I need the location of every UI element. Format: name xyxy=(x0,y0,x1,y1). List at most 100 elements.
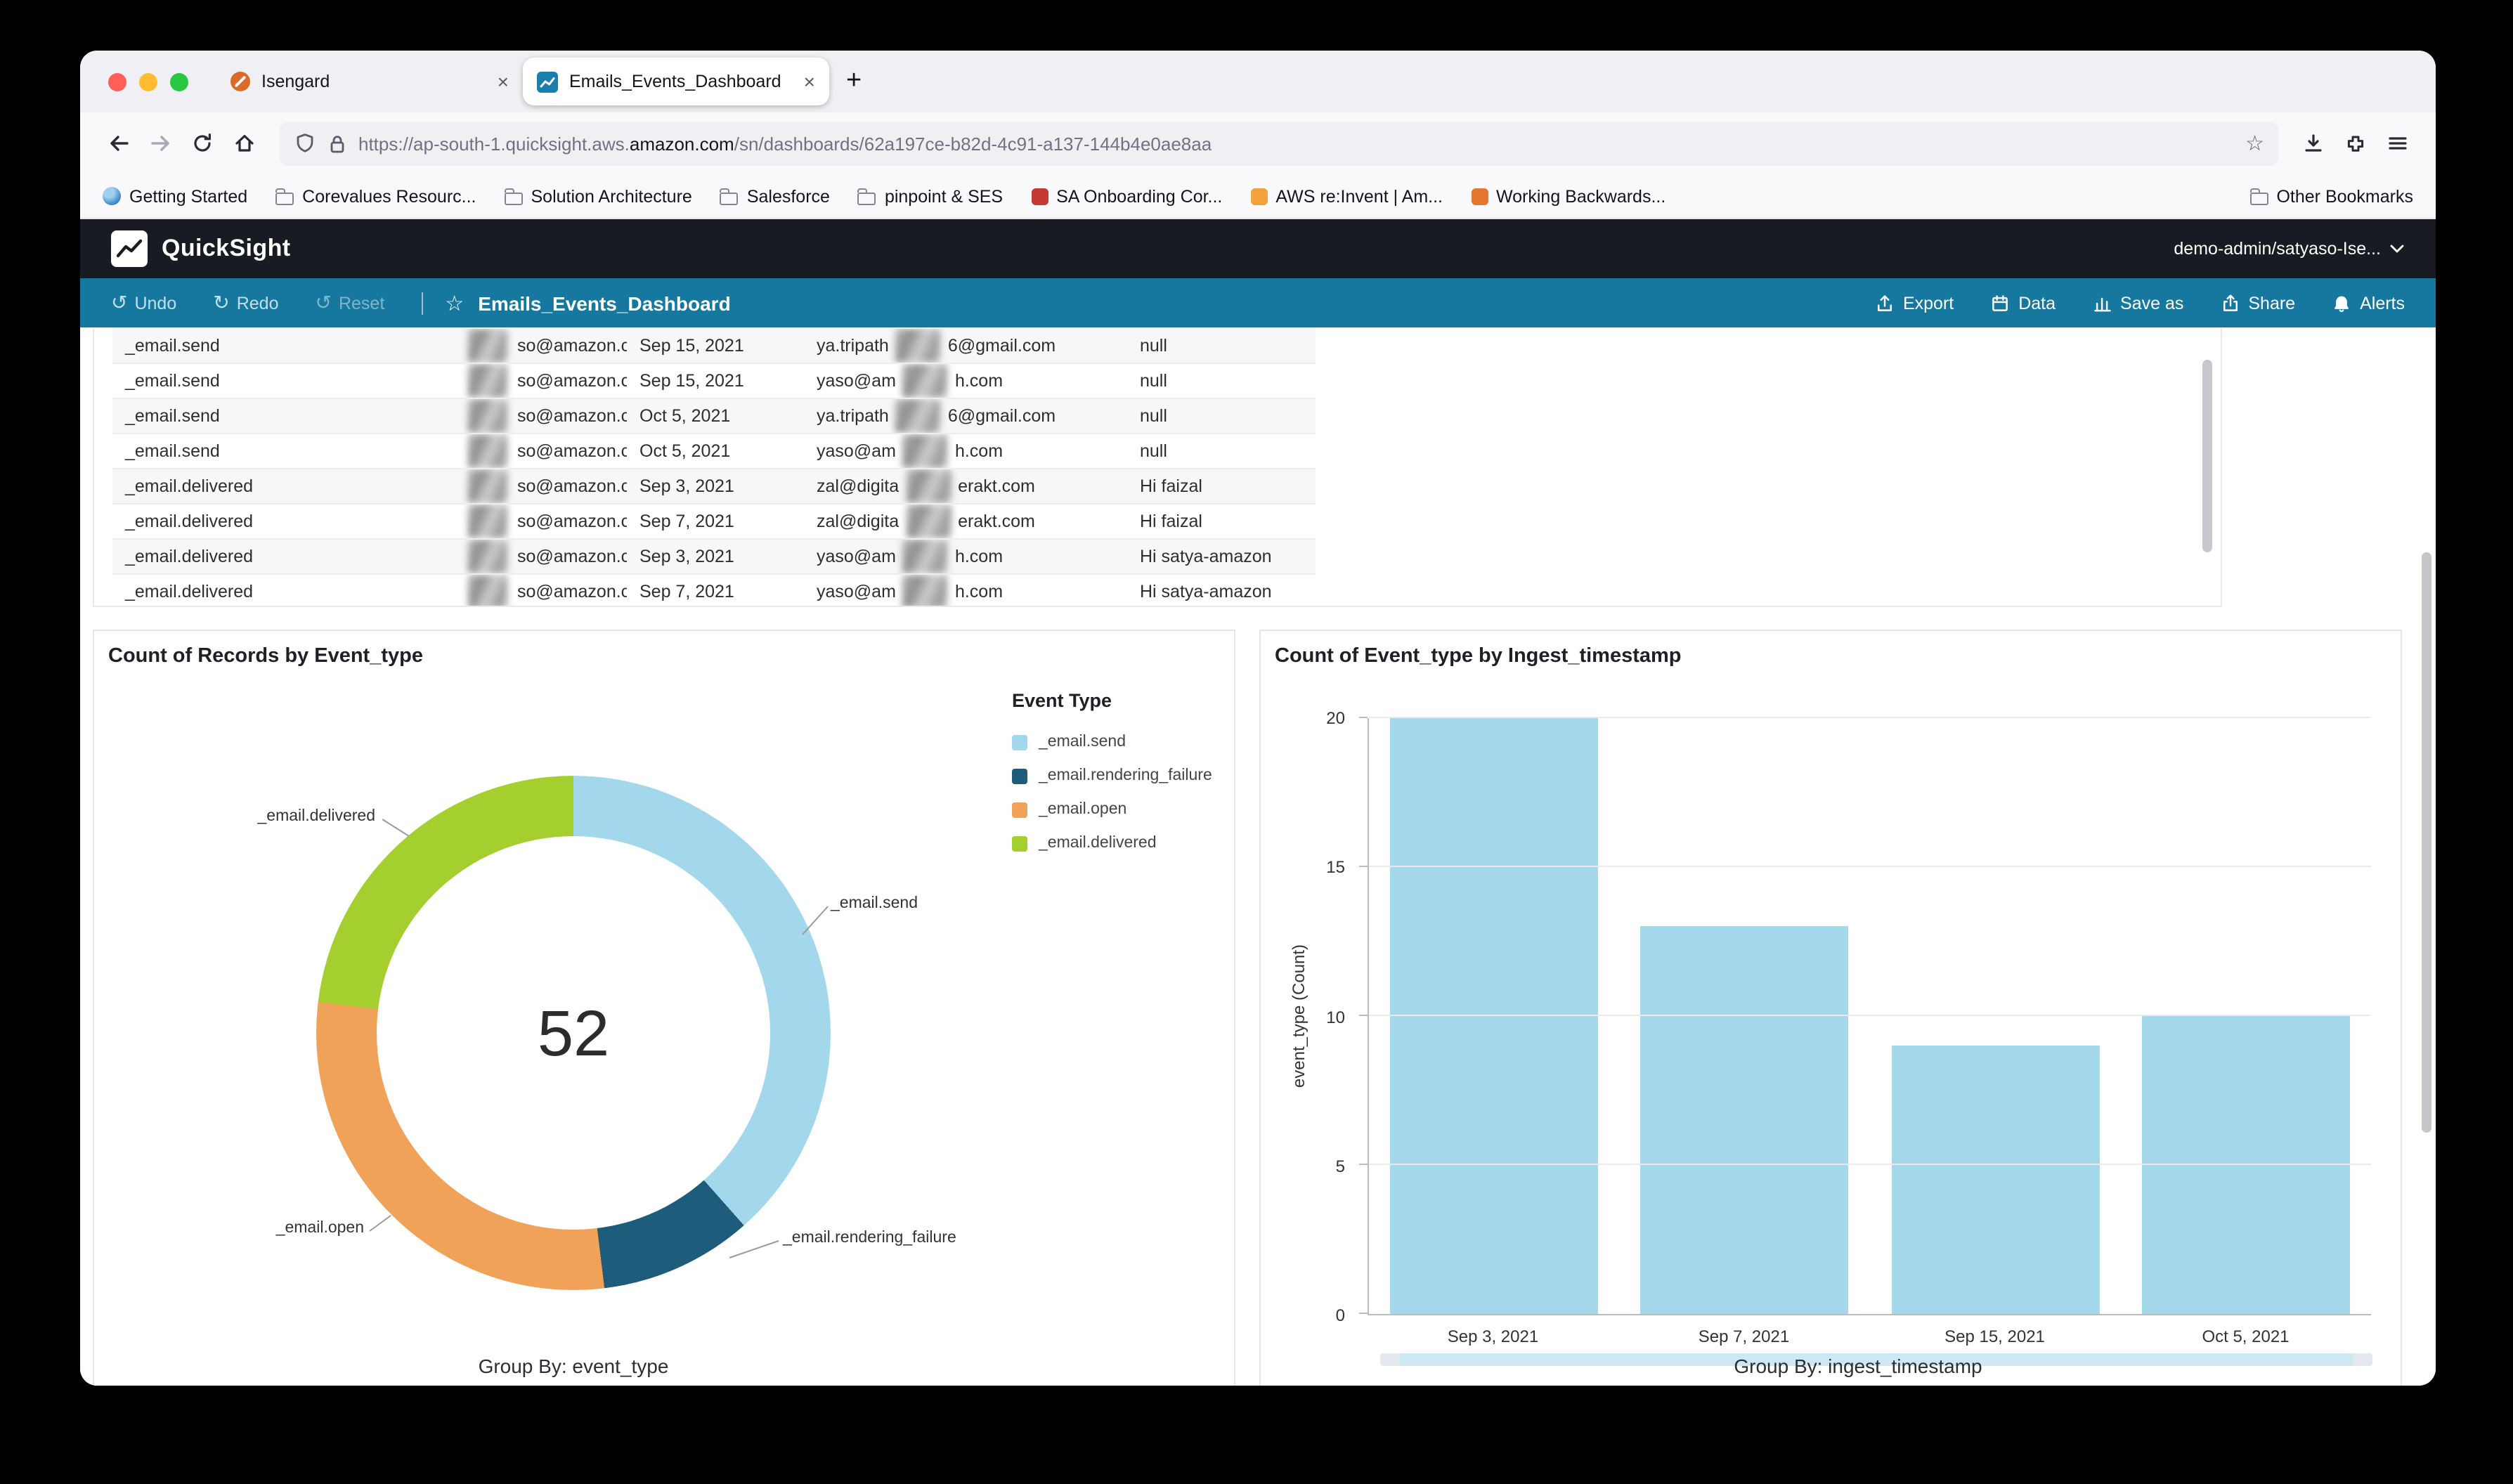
x-tick-label: Oct 5, 2021 xyxy=(2202,1327,2290,1346)
url-text: https://ap-south-1.quicksight.aws.amazon… xyxy=(358,133,1212,154)
table-row[interactable]: _email.delivered so@amazon.com Sep 7, 20… xyxy=(112,505,1316,540)
account-menu[interactable]: demo-admin/satyaso-Ise... xyxy=(2174,239,2405,259)
undo-button[interactable]: ↺ Undo xyxy=(111,291,177,313)
cell-from-address: so@amazon.com xyxy=(450,364,627,398)
gridline xyxy=(1369,1015,2371,1016)
bar[interactable] xyxy=(1891,1046,2100,1314)
redaction-smudge xyxy=(902,434,948,468)
legend-item[interactable]: _email.rendering_failure xyxy=(1012,767,1212,784)
tab-isengard[interactable]: Isengard × xyxy=(216,58,523,105)
bar[interactable] xyxy=(1390,718,1599,1314)
bar-group-by[interactable]: Group By: ingest_timestamp xyxy=(1734,1355,1982,1377)
table-row[interactable]: _email.send so@amazon.com Sep 15, 2021 y… xyxy=(112,329,1316,364)
share-button[interactable]: Share xyxy=(2220,293,2295,313)
bookmark-label: pinpoint & SES xyxy=(884,186,1004,206)
legend-item[interactable]: _email.open xyxy=(1012,801,1212,818)
table-row[interactable]: _email.send so@amazon.com Oct 5, 2021 ya… xyxy=(112,399,1316,434)
badge-orange-icon xyxy=(1471,188,1488,204)
donut-legend: Event Type _email.send _email.rendering_f… xyxy=(1012,690,1212,868)
new-tab-button[interactable]: + xyxy=(846,66,862,96)
table-row[interactable]: _email.send so@amazon.com Sep 15, 2021 y… xyxy=(112,364,1316,399)
share-icon xyxy=(2223,294,2238,311)
lock-icon[interactable] xyxy=(327,133,347,154)
donut-chart[interactable]: 52 xyxy=(316,776,831,1290)
bookmark-item[interactable]: Getting Started xyxy=(103,186,247,206)
home-icon[interactable] xyxy=(223,122,266,164)
cell-from-address: so@amazon.com xyxy=(450,469,627,503)
cell-to-address: yaso@am h.com xyxy=(804,575,1127,606)
bookmark-item[interactable]: Working Backwards... xyxy=(1471,186,1665,206)
zoom-window-button[interactable] xyxy=(170,72,188,91)
x-axis-zoom-scrollbar[interactable] xyxy=(1380,1353,2372,1366)
quicksight-logo-icon[interactable] xyxy=(111,230,148,267)
cell-subject: Hi faizal xyxy=(1140,512,1202,531)
cell-event-type: _email.send xyxy=(125,441,220,461)
menu-icon[interactable] xyxy=(2377,122,2419,164)
shield-icon[interactable] xyxy=(294,132,316,155)
tab-dashboard[interactable]: Emails_Events_Dashboard × xyxy=(523,58,829,105)
legend-item[interactable]: _email.send xyxy=(1012,734,1212,750)
bar[interactable] xyxy=(1640,926,1849,1314)
cell-from-address: so@amazon.com xyxy=(450,399,627,433)
table-scrollbar[interactable] xyxy=(2202,360,2212,552)
bookmark-item[interactable]: Salesforce xyxy=(720,186,830,206)
tab-label: Emails_Events_Dashboard xyxy=(569,72,781,91)
bookmark-item[interactable]: Corevalues Resourc... xyxy=(275,186,476,206)
alerts-button[interactable]: Alerts xyxy=(2332,293,2405,313)
zoom-thumb[interactable] xyxy=(1400,1353,2353,1366)
bookmark-star-icon[interactable]: ☆ xyxy=(2245,132,2264,156)
table-row[interactable]: _email.delivered so@amazon.com Sep 7, 20… xyxy=(112,575,1316,606)
page-scrollbar[interactable] xyxy=(2422,552,2431,1133)
data-button[interactable]: Data xyxy=(1990,293,2056,313)
table-row[interactable]: _email.send so@amazon.com Oct 5, 2021 ya… xyxy=(112,434,1316,469)
tab-close-icon[interactable]: × xyxy=(497,70,509,93)
table-row[interactable]: _email.delivered so@amazon.com Sep 3, 20… xyxy=(112,540,1316,575)
cell-to-address: ya.tripath 6@gmail.com xyxy=(804,399,1127,433)
back-icon[interactable] xyxy=(97,122,139,164)
reload-icon[interactable] xyxy=(181,122,223,164)
bookmark-item[interactable]: SA Onboarding Cor... xyxy=(1031,186,1222,206)
toolbar-actions: Export Data Save as Share Alerts xyxy=(1875,293,2405,313)
bookmark-label: Corevalues Resourc... xyxy=(302,186,476,206)
bookmark-item[interactable]: AWS re:Invent | Am... xyxy=(1250,186,1443,206)
cell-event-type: _email.send xyxy=(125,406,220,426)
y-tick-label: 0 xyxy=(1335,1306,1345,1325)
other-bookmarks[interactable]: Other Bookmarks xyxy=(2249,186,2413,206)
favorite-star-icon[interactable]: ☆ xyxy=(445,292,465,315)
badge-red-icon xyxy=(1031,188,1048,204)
x-labels: Sep 3, 2021 Sep 7, 2021 Sep 15, 2021 Oct 5,… xyxy=(1368,1327,2371,1346)
legend-item[interactable]: _email.delivered xyxy=(1012,835,1212,852)
dashboard-toolbar: ↺ Undo ↻ Redo ↺ Reset ☆ Emails_Events_Da… xyxy=(80,278,2436,327)
redo-button[interactable]: ↻ Redo xyxy=(213,291,279,313)
folder-icon xyxy=(275,188,294,204)
cell-to-address: yaso@am h.com xyxy=(804,540,1127,573)
quicksight-favicon xyxy=(537,71,558,92)
tab-close-icon[interactable]: × xyxy=(803,70,815,93)
export-button[interactable]: Export xyxy=(1875,293,1954,313)
gridline xyxy=(1369,1164,2371,1165)
callout-rendering-failure: _email.rendering_failure xyxy=(783,1230,956,1247)
downloads-icon[interactable] xyxy=(2292,122,2335,164)
bar-slot xyxy=(1620,718,1871,1314)
cell-subject: null xyxy=(1140,371,1167,391)
browser-window: Isengard × Emails_Events_Dashboard × + xyxy=(80,51,2436,1386)
plot-area xyxy=(1359,717,2371,1315)
minimize-window-button[interactable] xyxy=(139,72,157,91)
y-tick-label: 15 xyxy=(1326,857,1345,878)
gridline xyxy=(1369,717,2371,718)
legend-swatch xyxy=(1012,734,1027,750)
extensions-icon[interactable] xyxy=(2335,122,2377,164)
x-tick-label: Sep 7, 2021 xyxy=(1698,1327,1790,1346)
bookmark-item[interactable]: pinpoint & SES xyxy=(857,186,1004,206)
close-window-button[interactable] xyxy=(108,72,126,91)
table-row[interactable]: _email.delivered so@amazon.com Sep 3, 20… xyxy=(112,469,1316,505)
bookmark-item[interactable]: Solution Architecture xyxy=(504,186,692,206)
y-tick-label: 10 xyxy=(1326,1007,1345,1027)
donut-group-by[interactable]: Group By: event_type xyxy=(478,1355,669,1377)
bar[interactable] xyxy=(2141,1016,2350,1314)
url-bar[interactable]: https://ap-south-1.quicksight.aws.amazon… xyxy=(280,122,2278,165)
save-as-button[interactable]: Save as xyxy=(2092,293,2183,313)
reset-button[interactable]: ↺ Reset xyxy=(315,291,385,313)
forward-icon[interactable] xyxy=(139,122,181,164)
redaction-smudge xyxy=(906,469,952,503)
